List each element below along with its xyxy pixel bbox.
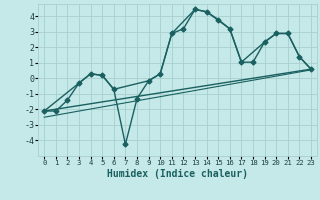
X-axis label: Humidex (Indice chaleur): Humidex (Indice chaleur) — [107, 169, 248, 179]
